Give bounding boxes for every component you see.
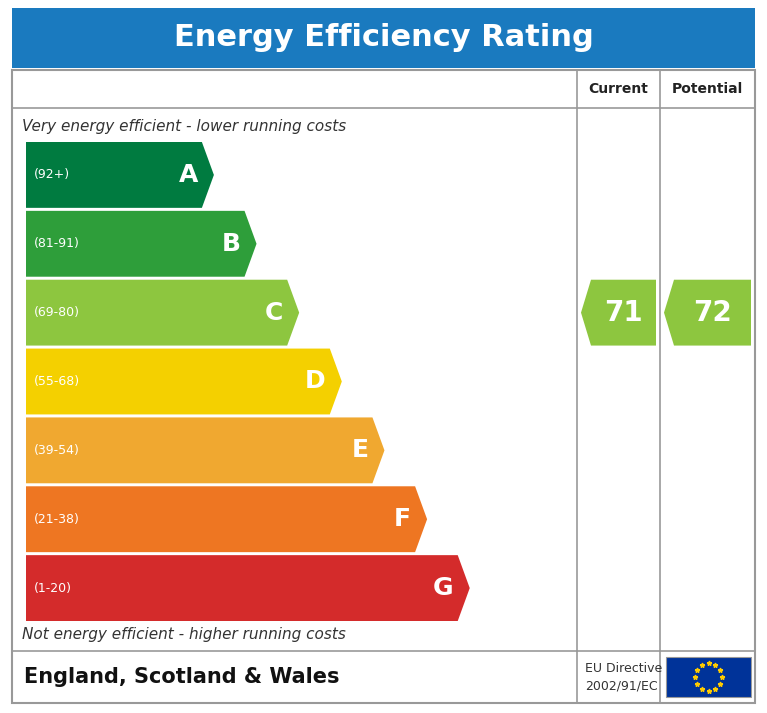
Text: Very energy efficient - lower running costs: Very energy efficient - lower running co… <box>22 120 346 135</box>
Polygon shape <box>26 555 469 621</box>
Text: England, Scotland & Wales: England, Scotland & Wales <box>24 667 340 687</box>
Bar <box>666 657 751 697</box>
Polygon shape <box>26 349 342 414</box>
Text: 71: 71 <box>604 299 643 327</box>
Polygon shape <box>26 279 299 346</box>
Text: F: F <box>394 507 411 531</box>
Text: (92+): (92+) <box>34 168 70 181</box>
Polygon shape <box>26 211 256 277</box>
Text: Current: Current <box>588 82 648 96</box>
Text: Potential: Potential <box>672 82 743 96</box>
Text: (1-20): (1-20) <box>34 582 72 595</box>
Text: EU Directive
2002/91/EC: EU Directive 2002/91/EC <box>585 662 662 692</box>
Text: (55-68): (55-68) <box>34 375 80 388</box>
Bar <box>12 70 755 703</box>
Text: 72: 72 <box>693 299 732 327</box>
Text: (39-54): (39-54) <box>34 444 80 457</box>
Text: (81-91): (81-91) <box>34 237 80 250</box>
Text: Not energy efficient - higher running costs: Not energy efficient - higher running co… <box>22 627 346 642</box>
Polygon shape <box>664 279 751 346</box>
Polygon shape <box>581 279 656 346</box>
Text: D: D <box>305 369 326 394</box>
Text: A: A <box>179 163 198 187</box>
Polygon shape <box>26 417 384 483</box>
Text: C: C <box>265 301 283 324</box>
Polygon shape <box>26 486 427 552</box>
Text: G: G <box>433 576 454 600</box>
Polygon shape <box>26 142 214 208</box>
Text: B: B <box>222 232 241 256</box>
Text: Energy Efficiency Rating: Energy Efficiency Rating <box>173 24 594 53</box>
Text: E: E <box>351 438 368 462</box>
Bar <box>12 8 755 68</box>
Text: (21-38): (21-38) <box>34 513 80 525</box>
Text: (69-80): (69-80) <box>34 306 80 319</box>
